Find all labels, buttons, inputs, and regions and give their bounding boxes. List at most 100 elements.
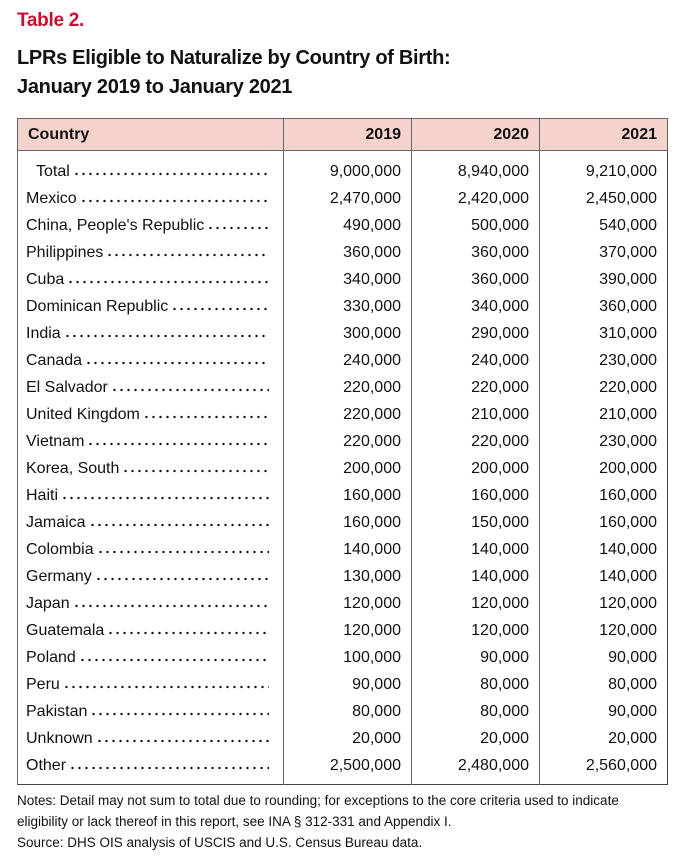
- table-row: China, People's Republic 490,000 500,000…: [17, 212, 668, 239]
- value-2020: 150,000: [411, 509, 540, 536]
- value-2020: 80,000: [411, 698, 540, 725]
- country-name: Canada: [26, 351, 83, 369]
- value-2021: 90,000: [539, 698, 668, 725]
- country-cell: Mexico: [17, 185, 284, 212]
- table-title: LPRs Eligible to Naturalize by Country o…: [17, 44, 657, 102]
- country-cell: Jamaica: [17, 509, 284, 536]
- country-cell: United Kingdom: [17, 401, 284, 428]
- country-name: Philippines: [26, 243, 104, 261]
- value-2019: 2,470,000: [283, 185, 412, 212]
- table-row: Unknown 20,000 20,000 20,000: [17, 725, 668, 752]
- country-name: Germany: [26, 567, 92, 585]
- country-name: Other: [26, 756, 67, 774]
- data-table: Country 2019 2020 2021 Total 9,000,000 8…: [17, 118, 668, 785]
- value-2021: 9,210,000: [539, 150, 668, 185]
- table-row: Vietnam 220,000 220,000 230,000: [17, 428, 668, 455]
- country-name: Japan: [26, 594, 70, 612]
- value-2019: 120,000: [283, 590, 412, 617]
- dot-leader: [207, 225, 269, 230]
- value-2019: 20,000: [283, 725, 412, 752]
- country-name: Colombia: [26, 540, 94, 558]
- value-2019: 2,500,000: [283, 752, 412, 785]
- table-row: Philippines 360,000 360,000 370,000: [17, 239, 668, 266]
- dot-leader: [106, 252, 269, 257]
- dot-leader: [72, 171, 269, 176]
- table-label: Table 2.: [17, 10, 84, 31]
- value-2019: 120,000: [283, 617, 412, 644]
- table-row: Canada 240,000 240,000 230,000: [17, 347, 668, 374]
- country-cell: Dominican Republic: [17, 293, 284, 320]
- country-cell: Peru: [17, 671, 284, 698]
- country-name: China, People's Republic: [26, 216, 205, 234]
- country-name: Jamaica: [26, 513, 86, 531]
- value-2021: 160,000: [539, 482, 668, 509]
- value-2019: 80,000: [283, 698, 412, 725]
- country-name: Total: [36, 162, 70, 180]
- country-name: Guatemala: [26, 621, 105, 639]
- dot-leader: [67, 279, 269, 284]
- header-row: Country 2019 2020 2021: [17, 118, 668, 151]
- country-name: Poland: [26, 648, 76, 666]
- value-2019: 220,000: [283, 374, 412, 401]
- value-2021: 80,000: [539, 671, 668, 698]
- country-name: Dominican Republic: [26, 297, 169, 315]
- value-2020: 90,000: [411, 644, 540, 671]
- value-2020: 210,000: [411, 401, 540, 428]
- value-2021: 390,000: [539, 266, 668, 293]
- value-2021: 210,000: [539, 401, 668, 428]
- notes: Notes: Detail may not sum to total due t…: [17, 790, 657, 853]
- value-2020: 20,000: [411, 725, 540, 752]
- country-name: India: [26, 324, 61, 342]
- dot-leader: [63, 333, 269, 338]
- table-row: Dominican Republic 330,000 340,000 360,0…: [17, 293, 668, 320]
- value-2019: 200,000: [283, 455, 412, 482]
- value-2020: 120,000: [411, 590, 540, 617]
- table-row: Haiti 160,000 160,000 160,000: [17, 482, 668, 509]
- country-cell: Unknown: [17, 725, 284, 752]
- value-2020: 120,000: [411, 617, 540, 644]
- title-line-1: LPRs Eligible to Naturalize by Country o…: [17, 47, 451, 69]
- value-2021: 230,000: [539, 347, 668, 374]
- value-2019: 130,000: [283, 563, 412, 590]
- country-name: Korea, South: [26, 459, 120, 477]
- country-cell: Japan: [17, 590, 284, 617]
- country-name: Vietnam: [26, 432, 85, 450]
- table-row: United Kingdom 220,000 210,000 210,000: [17, 401, 668, 428]
- value-2019: 160,000: [283, 482, 412, 509]
- table-row: Colombia 140,000 140,000 140,000: [17, 536, 668, 563]
- value-2019: 220,000: [283, 401, 412, 428]
- dot-leader: [88, 522, 269, 527]
- value-2019: 140,000: [283, 536, 412, 563]
- country-cell: Cuba: [17, 266, 284, 293]
- table-row: Korea, South 200,000 200,000 200,000: [17, 455, 668, 482]
- dot-leader: [69, 765, 269, 770]
- value-2021: 160,000: [539, 509, 668, 536]
- table-row: Germany 130,000 140,000 140,000: [17, 563, 668, 590]
- value-2021: 230,000: [539, 428, 668, 455]
- value-2021: 370,000: [539, 239, 668, 266]
- country-cell: Pakistan: [17, 698, 284, 725]
- table-row: Jamaica 160,000 150,000 160,000: [17, 509, 668, 536]
- value-2020: 340,000: [411, 293, 540, 320]
- value-2020: 360,000: [411, 266, 540, 293]
- dot-leader: [87, 441, 269, 446]
- table-row: Poland 100,000 90,000 90,000: [17, 644, 668, 671]
- dot-leader: [90, 711, 269, 716]
- value-2021: 2,450,000: [539, 185, 668, 212]
- country-cell: El Salvador: [17, 374, 284, 401]
- table-row: Cuba 340,000 360,000 390,000: [17, 266, 668, 293]
- table-row: Total 9,000,000 8,940,000 9,210,000: [17, 150, 668, 185]
- country-name: Pakistan: [26, 702, 88, 720]
- value-2019: 360,000: [283, 239, 412, 266]
- dot-leader: [107, 630, 269, 635]
- dot-leader: [171, 306, 269, 311]
- dot-leader: [142, 414, 269, 419]
- value-2020: 160,000: [411, 482, 540, 509]
- value-2020: 140,000: [411, 563, 540, 590]
- country-name: El Salvador: [26, 378, 108, 396]
- header-2020: 2020: [411, 118, 540, 151]
- value-2021: 140,000: [539, 563, 668, 590]
- value-2020: 290,000: [411, 320, 540, 347]
- value-2020: 2,480,000: [411, 752, 540, 785]
- value-2021: 310,000: [539, 320, 668, 347]
